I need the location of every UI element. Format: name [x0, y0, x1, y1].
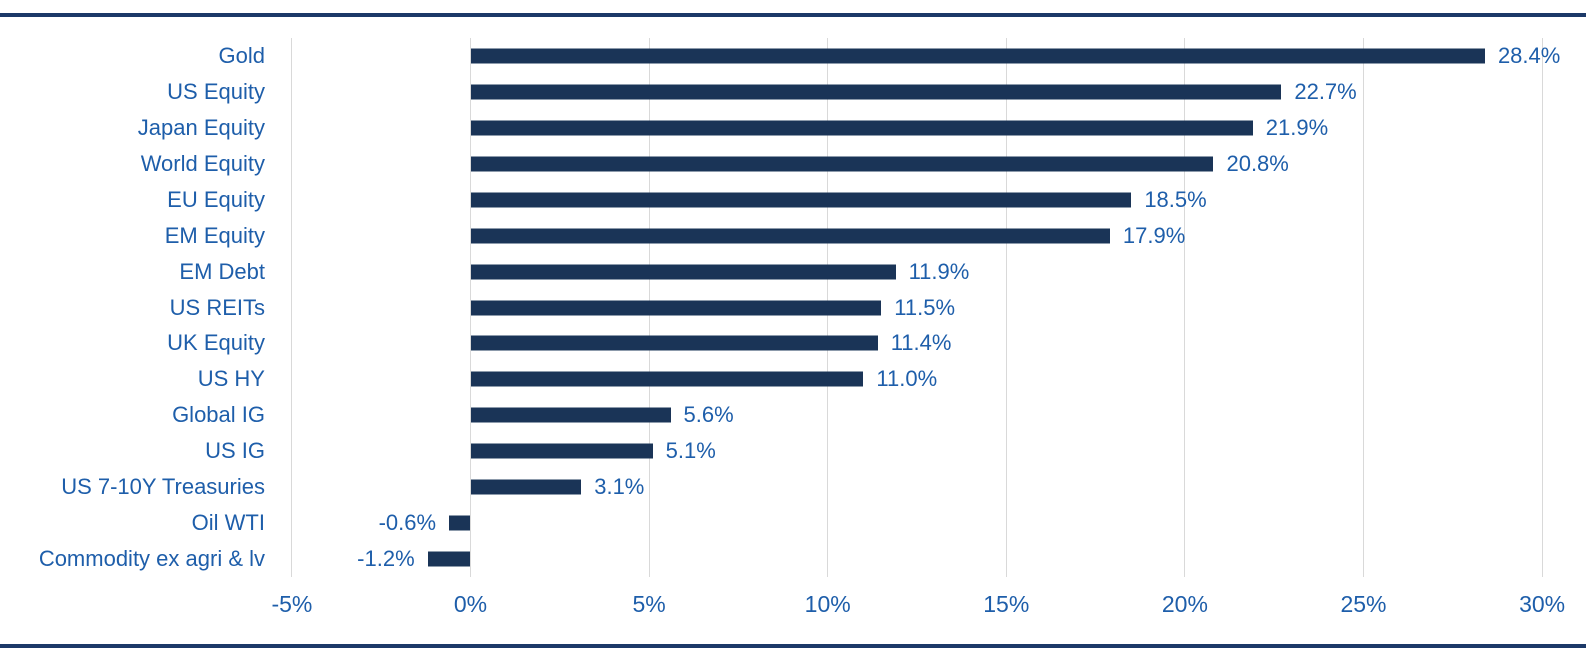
gridline [291, 38, 293, 577]
bar [470, 371, 864, 387]
bar [470, 192, 1132, 208]
x-tick-label: -5% [271, 591, 313, 617]
x-tick-label: 10% [804, 591, 851, 617]
bar [470, 443, 653, 459]
category-label: UK Equity [167, 330, 265, 356]
value-label: 28.4% [1497, 42, 1561, 68]
value-label: 17.9% [1122, 222, 1186, 248]
bar [427, 551, 471, 567]
x-tick-label: 30% [1519, 591, 1566, 617]
category-label: US IG [205, 438, 265, 464]
category-label: Gold [218, 42, 265, 68]
x-tick-label: 20% [1161, 591, 1208, 617]
bar [470, 120, 1253, 136]
category-label: Commodity ex agri & lv [38, 546, 265, 572]
bar [449, 515, 471, 531]
category-label: US REITs [169, 294, 265, 320]
category-label: EM Debt [179, 258, 265, 284]
value-label: 22.7% [1294, 78, 1357, 104]
bar [470, 300, 882, 315]
bottom-rule [0, 644, 1586, 648]
value-label: 11.5% [894, 294, 956, 320]
top-rule [0, 13, 1586, 17]
value-label: 21.9% [1265, 114, 1329, 140]
gridline [1541, 38, 1543, 577]
gridline [1363, 38, 1364, 577]
category-label: US HY [197, 366, 265, 392]
value-label: 11.4% [890, 330, 952, 356]
value-label: 20.8% [1226, 150, 1289, 176]
bar [470, 407, 671, 423]
value-label: 18.5% [1144, 186, 1207, 212]
category-label: US 7-10Y Treasuries [61, 474, 265, 500]
category-label: Global IG [172, 402, 265, 428]
value-label: 3.1% [594, 474, 645, 500]
x-tick-label: 0% [453, 591, 488, 617]
value-label: 11.0% [876, 366, 938, 392]
bar [470, 335, 878, 351]
bar [470, 48, 1485, 64]
bar [470, 479, 582, 495]
value-label: 11.9% [908, 258, 970, 284]
x-tick-label: 15% [983, 591, 1030, 617]
x-tick-label: 25% [1340, 591, 1387, 617]
category-label: World Equity [140, 150, 265, 176]
gridline [1005, 38, 1007, 577]
value-label: -1.2% [357, 546, 415, 572]
value-label: 5.1% [665, 438, 716, 464]
value-label: -0.6% [378, 510, 437, 536]
gridline [1184, 38, 1186, 577]
category-label: EU Equity [167, 186, 265, 212]
category-label: EM Equity [164, 222, 265, 248]
bar [470, 156, 1214, 172]
category-label: US Equity [167, 78, 265, 104]
bar [470, 264, 896, 280]
x-tick-label: 5% [632, 591, 666, 617]
value-label: 5.6% [683, 402, 734, 428]
category-label: Oil WTI [191, 510, 265, 536]
bar [470, 84, 1282, 100]
category-label: Japan Equity [137, 114, 265, 140]
bar [470, 228, 1110, 244]
